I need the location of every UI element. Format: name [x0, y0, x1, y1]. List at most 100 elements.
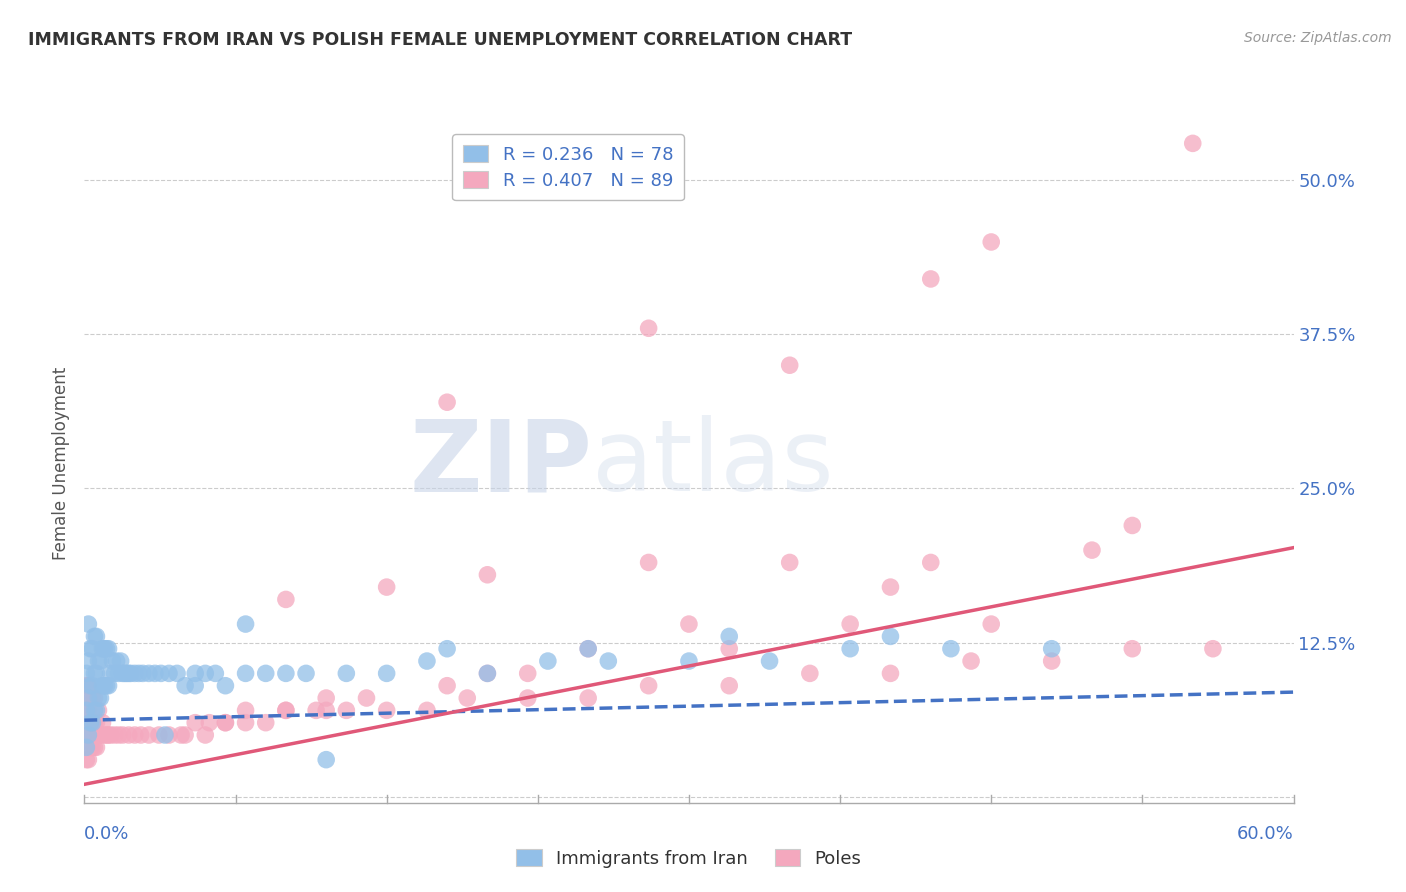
Point — [96, 728, 118, 742]
Point — [100, 728, 122, 742]
Point — [315, 753, 337, 767]
Point — [1181, 136, 1204, 151]
Text: ZIP: ZIP — [409, 416, 592, 512]
Point — [75, 703, 97, 717]
Point — [89, 691, 111, 706]
Point — [305, 703, 328, 717]
Point — [254, 666, 277, 681]
Point — [82, 715, 104, 730]
Point — [105, 654, 128, 668]
Point — [79, 715, 101, 730]
Point — [477, 666, 499, 681]
Point — [83, 666, 105, 681]
Point — [718, 641, 741, 656]
Point — [82, 679, 104, 693]
Point — [91, 715, 114, 730]
Point — [678, 617, 700, 632]
Point — [79, 641, 101, 656]
Point — [477, 666, 499, 681]
Point — [148, 728, 170, 742]
Point — [132, 666, 155, 681]
Point — [75, 728, 97, 742]
Point — [82, 715, 104, 730]
Point — [678, 654, 700, 668]
Point — [93, 641, 115, 656]
Point — [87, 691, 110, 706]
Point — [77, 617, 100, 632]
Point — [77, 728, 100, 742]
Point — [436, 395, 458, 409]
Point — [111, 666, 134, 681]
Point — [779, 556, 801, 570]
Point — [576, 641, 599, 656]
Point — [375, 580, 398, 594]
Point — [124, 666, 146, 681]
Point — [143, 666, 166, 681]
Point — [96, 641, 118, 656]
Point — [1040, 641, 1063, 656]
Point — [75, 666, 97, 681]
Point — [274, 592, 297, 607]
Point — [138, 728, 160, 742]
Point — [82, 691, 104, 706]
Point — [96, 679, 118, 693]
Y-axis label: Female Unemployment: Female Unemployment — [52, 368, 70, 560]
Point — [879, 666, 901, 681]
Point — [110, 654, 132, 668]
Point — [166, 666, 188, 681]
Point — [120, 666, 142, 681]
Point — [87, 703, 110, 717]
Point — [516, 691, 538, 706]
Point — [129, 728, 152, 742]
Point — [79, 740, 101, 755]
Point — [77, 753, 100, 767]
Point — [920, 556, 942, 570]
Point — [375, 703, 398, 717]
Point — [198, 715, 221, 730]
Point — [1202, 641, 1225, 656]
Point — [939, 641, 962, 656]
Point — [1081, 543, 1104, 558]
Point — [416, 654, 439, 668]
Point — [86, 703, 108, 717]
Point — [174, 679, 197, 693]
Point — [718, 629, 741, 643]
Text: 0.0%: 0.0% — [84, 825, 129, 843]
Point — [128, 666, 150, 681]
Point — [375, 666, 398, 681]
Point — [149, 666, 172, 681]
Point — [114, 666, 136, 681]
Point — [335, 703, 357, 717]
Point — [184, 715, 207, 730]
Point — [91, 641, 114, 656]
Text: 60.0%: 60.0% — [1237, 825, 1294, 843]
Point — [77, 728, 100, 742]
Point — [214, 715, 236, 730]
Point — [86, 666, 108, 681]
Point — [184, 666, 207, 681]
Point — [77, 679, 100, 693]
Point — [254, 715, 277, 730]
Point — [204, 666, 226, 681]
Point — [97, 641, 120, 656]
Point — [576, 641, 599, 656]
Point — [107, 728, 129, 742]
Point — [960, 654, 983, 668]
Point — [274, 703, 297, 717]
Point — [93, 728, 115, 742]
Point — [235, 703, 257, 717]
Point — [86, 740, 108, 755]
Point — [87, 654, 110, 668]
Point — [124, 728, 146, 742]
Point — [75, 703, 97, 717]
Point — [456, 691, 478, 706]
Point — [87, 728, 110, 742]
Point — [295, 666, 318, 681]
Point — [75, 753, 97, 767]
Point — [184, 679, 207, 693]
Point — [89, 654, 111, 668]
Point — [315, 703, 337, 717]
Point — [799, 666, 821, 681]
Point — [104, 666, 127, 681]
Point — [920, 272, 942, 286]
